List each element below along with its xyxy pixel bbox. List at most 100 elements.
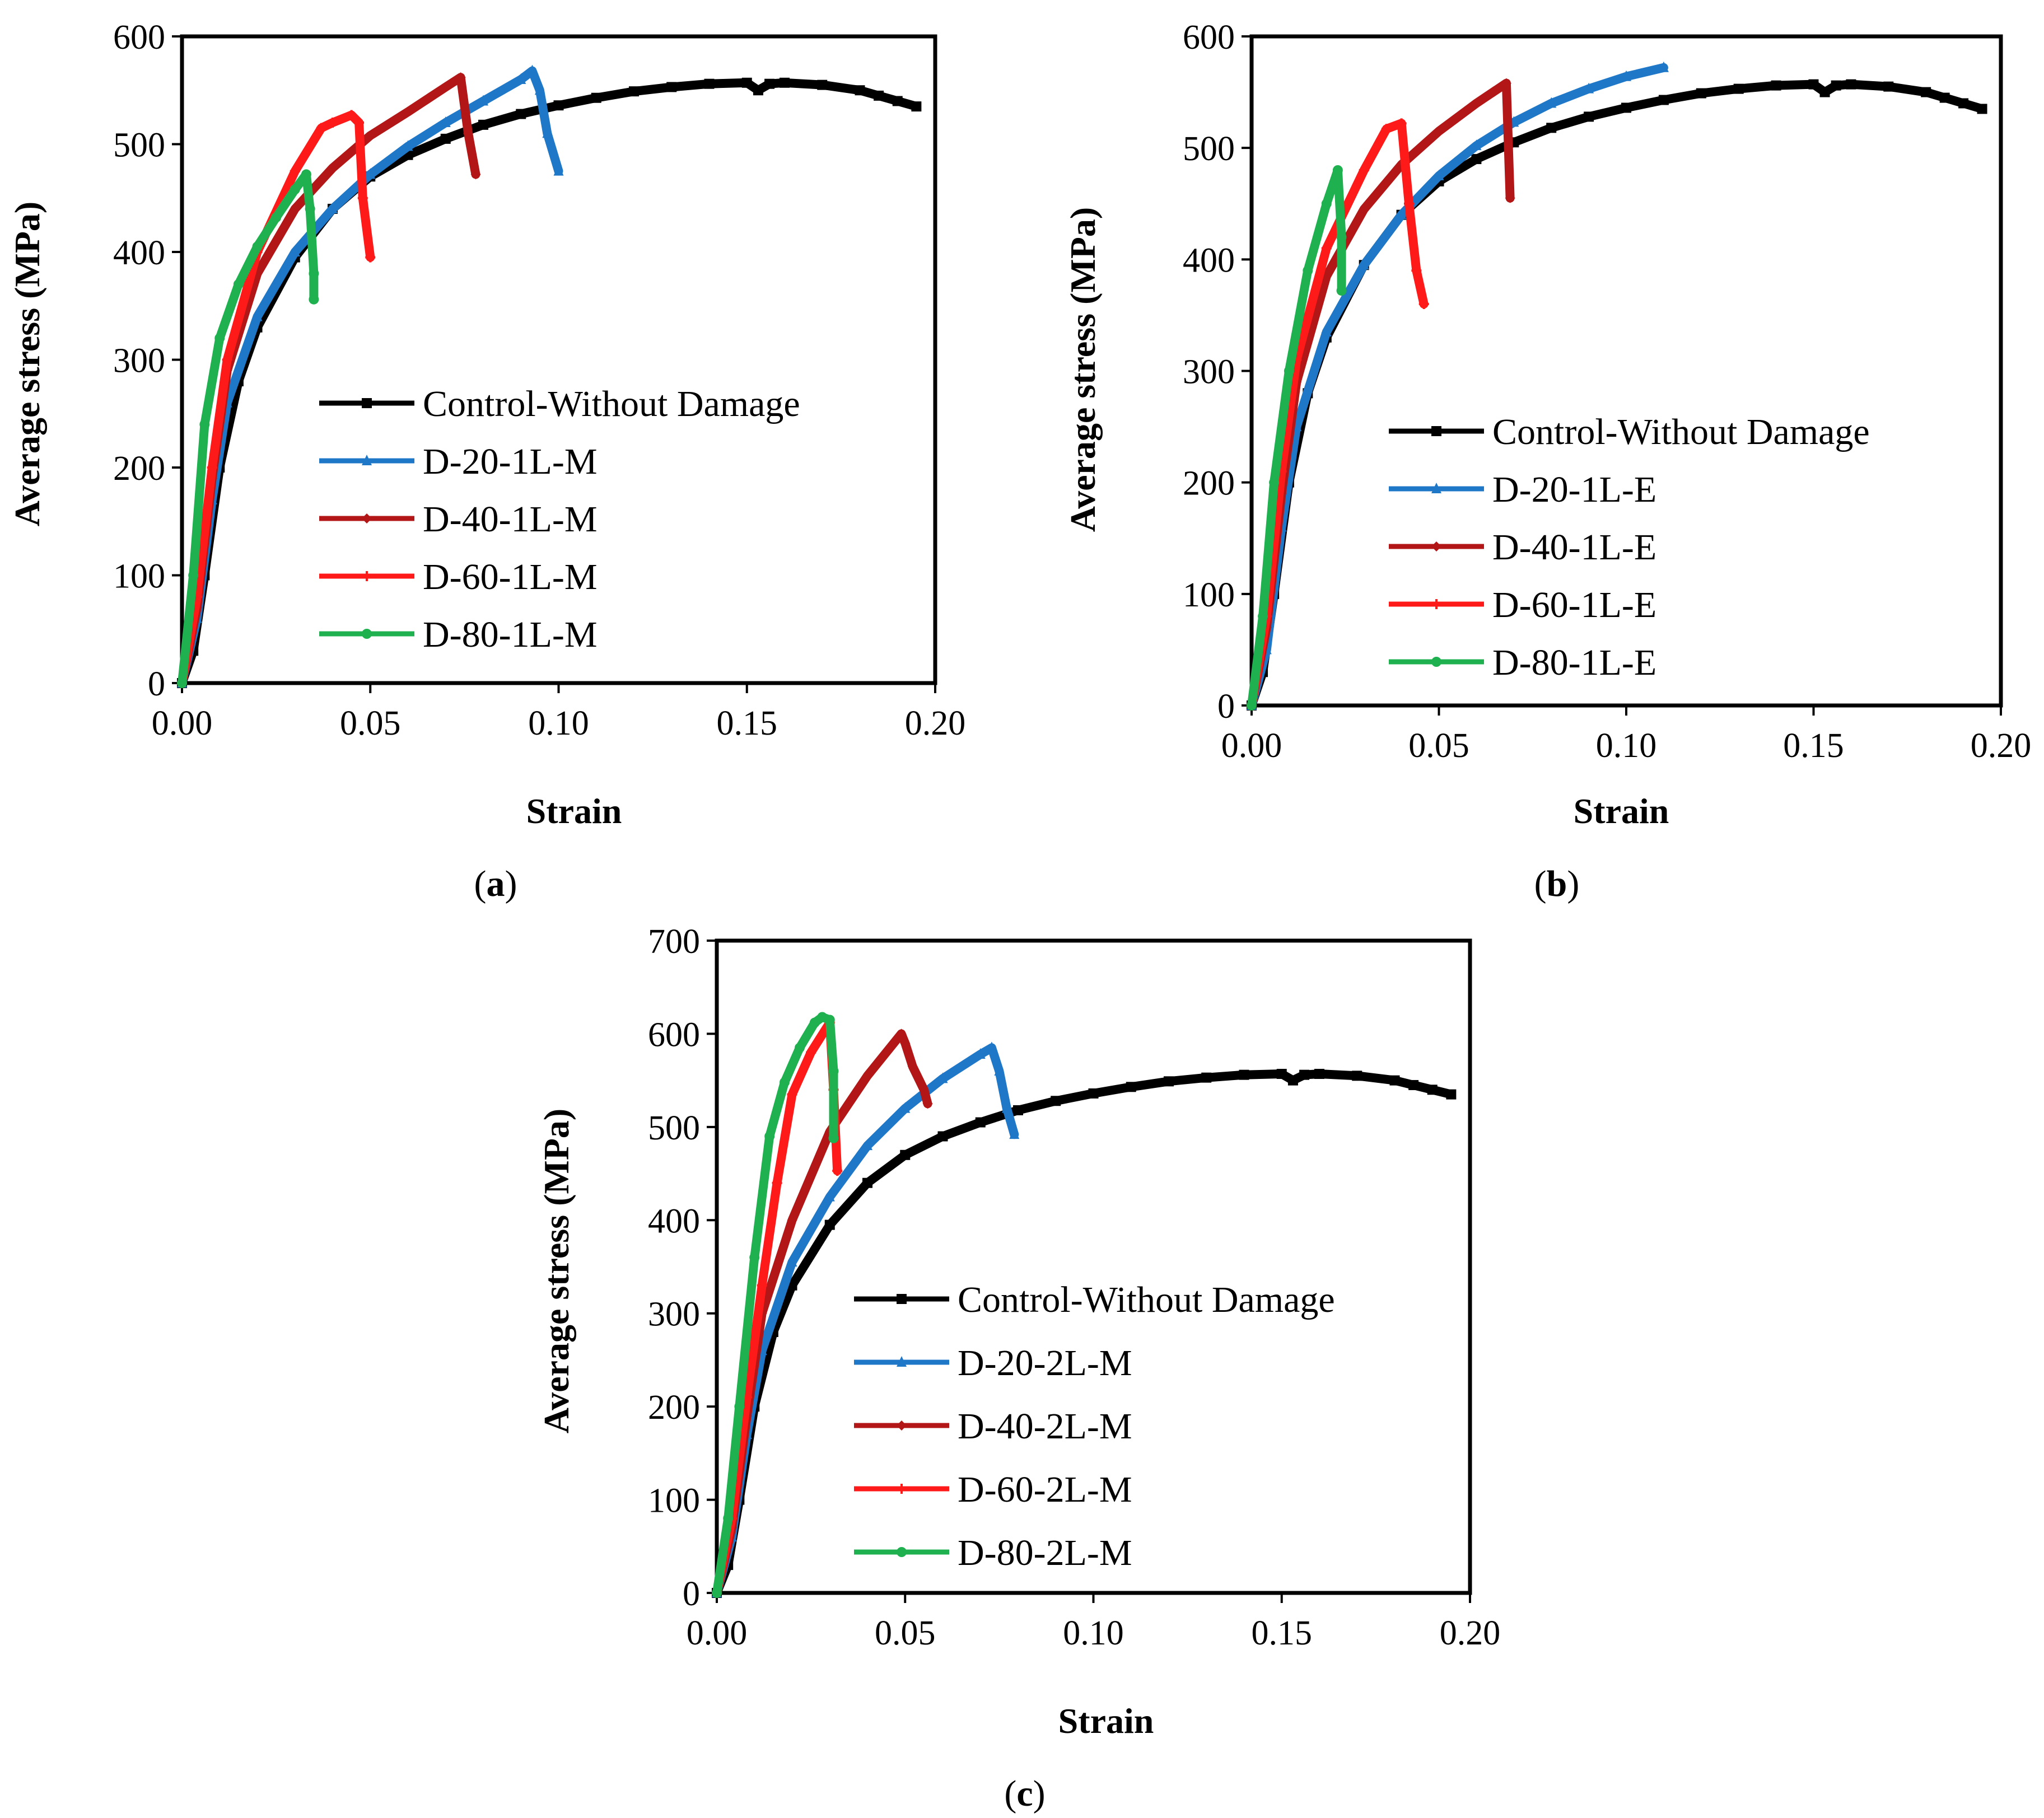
data-point: [188, 570, 199, 581]
data-point: [780, 1077, 790, 1087]
legend-item: D-40-2L-M: [854, 1406, 1132, 1447]
data-point: [1284, 366, 1294, 376]
series-line: [712, 1069, 1456, 1597]
legend-label: D-40-1L-E: [1492, 527, 1656, 568]
data-point: [470, 169, 481, 180]
legend-item: D-40-1L-M: [319, 499, 598, 540]
data-point: [527, 64, 538, 76]
series-b-4: [1247, 165, 1347, 711]
data-point: [214, 333, 225, 343]
y-tick-label: 700: [648, 923, 700, 961]
x-tick-label: 0.10: [528, 704, 589, 742]
legend-item: D-80-2L-M: [854, 1532, 1132, 1573]
data-point: [937, 1131, 948, 1142]
data-point: [828, 1133, 839, 1143]
legend-item: D-20-2L-M: [854, 1343, 1132, 1384]
data-point: [787, 1215, 797, 1226]
panel-label-b: b: [1547, 863, 1567, 904]
data-point: [1201, 1072, 1212, 1083]
legend-label: D-20-2L-M: [958, 1343, 1132, 1384]
legend-marker: [1431, 541, 1441, 552]
data-point: [937, 1072, 948, 1083]
panel-label-c: c: [1016, 1773, 1033, 1814]
data-point: [817, 80, 828, 90]
y-tick-label: 300: [113, 342, 165, 380]
data-point: [1411, 265, 1422, 276]
data-point: [704, 78, 715, 89]
data-point: [207, 462, 217, 473]
legend-item: D-20-1L-M: [319, 441, 598, 482]
legend-c: Control-Without Damage D-20-2L-M D-40-2L-M…: [854, 1279, 1335, 1573]
data-point: [734, 1401, 745, 1412]
y-tick-label: 300: [648, 1296, 700, 1334]
data-point: [1239, 1069, 1249, 1080]
data-point: [900, 1038, 911, 1049]
data-point: [199, 419, 210, 429]
data-point: [1434, 126, 1444, 137]
legend-item: D-60-2L-M: [854, 1469, 1132, 1510]
data-point: [177, 678, 187, 688]
data-point: [290, 204, 300, 214]
data-point: [1359, 259, 1369, 270]
series-c-4: [712, 1012, 839, 1598]
data-point: [1287, 1075, 1298, 1086]
data-point: [1584, 82, 1594, 94]
data-point: [328, 118, 338, 128]
y-tick-label: 600: [1183, 18, 1235, 57]
x-tick-label: 0.10: [1063, 1614, 1124, 1652]
data-point: [896, 1029, 907, 1039]
data-point: [764, 78, 775, 89]
data-point: [328, 162, 338, 173]
data-point: [824, 1219, 835, 1230]
x-axis-label-b: Strain: [1574, 791, 1669, 831]
x-ticks-a: 0.00 0.05 0.10 0.15 0.20: [152, 683, 965, 742]
y-tick-label: 400: [113, 234, 165, 272]
y-tick-label: 0: [148, 665, 165, 703]
y-tick-label: 200: [648, 1389, 700, 1427]
data-point: [1808, 79, 1819, 90]
data-point: [1403, 198, 1414, 209]
data-point: [1408, 1079, 1419, 1090]
data-point: [222, 354, 232, 365]
data-point: [918, 1085, 929, 1095]
data-point: [975, 1117, 986, 1128]
data-point: [1359, 165, 1369, 175]
legend-marker: [362, 455, 372, 465]
data-point: [516, 73, 526, 84]
data-point: [832, 1166, 843, 1176]
data-point: [1389, 1075, 1400, 1086]
legend-label: D-80-2L-M: [958, 1532, 1132, 1573]
y-tick-label: 0: [1217, 688, 1235, 726]
data-point: [1126, 1082, 1136, 1092]
data-point: [1546, 97, 1557, 108]
legend-label: D-20-1L-E: [1492, 469, 1656, 510]
data-point: [463, 128, 474, 139]
x-tick-label: 0.05: [875, 1614, 936, 1652]
legend-marker: [1431, 599, 1441, 609]
data-point: [787, 1089, 797, 1100]
y-tick-label: 500: [648, 1109, 700, 1147]
data-point: [1009, 1128, 1020, 1139]
legend-marker: [897, 1547, 907, 1557]
x-tick-label: 0.00: [1221, 727, 1282, 765]
series-line: [178, 170, 319, 688]
y-tick-label: 600: [113, 18, 165, 57]
data-point: [855, 85, 865, 96]
data-point: [712, 1588, 722, 1598]
legend-marker: [897, 1356, 907, 1367]
data-point: [1584, 111, 1594, 122]
data-point: [986, 1041, 997, 1053]
data-point: [772, 1177, 782, 1188]
data-point: [440, 82, 451, 92]
legend-item: D-20-1L-E: [1389, 469, 1656, 510]
data-point: [1352, 1071, 1362, 1081]
data-point: [975, 1048, 986, 1059]
legend-marker: [362, 398, 372, 408]
y-axis-label-b: Average stress (MPa): [1063, 207, 1103, 532]
data-point: [328, 203, 338, 213]
data-point: [309, 294, 319, 305]
data-point: [534, 84, 545, 95]
legend-label: D-60-1L-M: [423, 557, 598, 597]
series-layer-b: [1247, 61, 1987, 711]
